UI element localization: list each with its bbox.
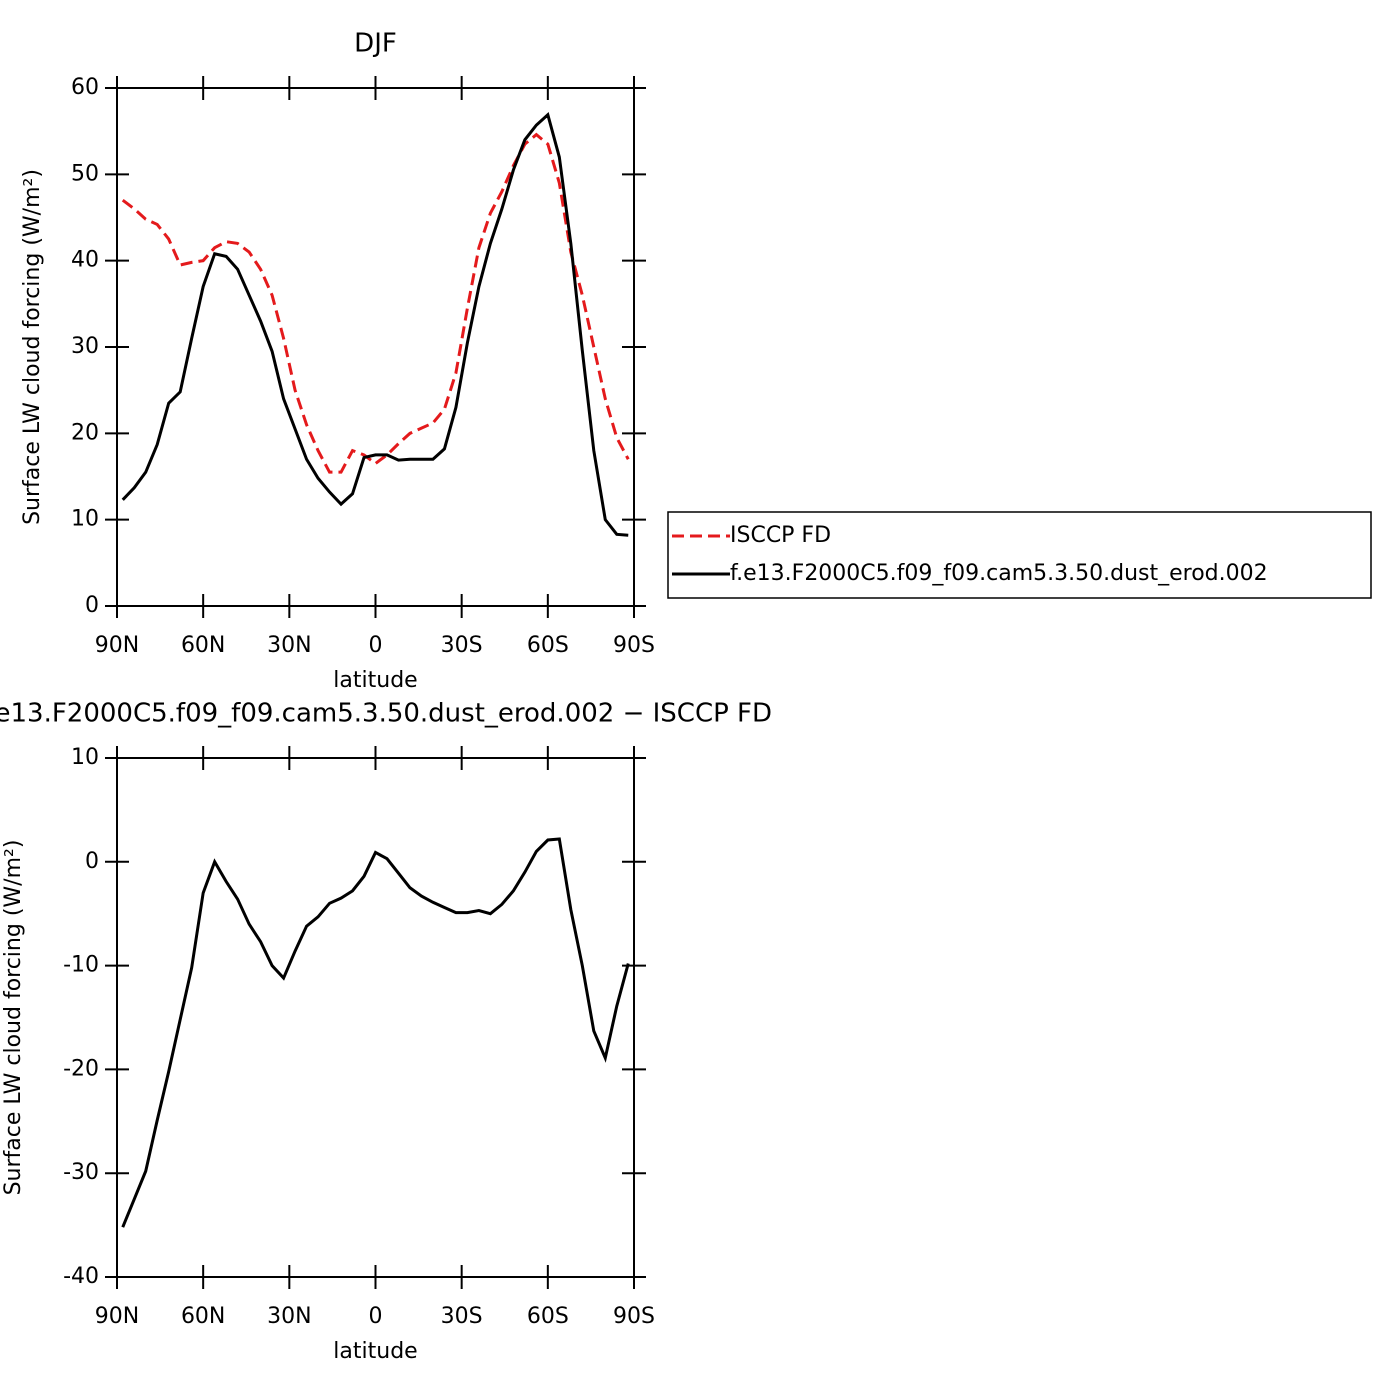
y-tick-label: -30 [63, 1160, 99, 1185]
x-tick-label: 30S [441, 1304, 483, 1329]
x-tick-label: 90S [613, 633, 655, 658]
x-tick-label: 30S [441, 633, 483, 658]
y-axis-label: Surface LW cloud forcing (W/m²) [1, 840, 26, 1196]
data-line [121, 132, 630, 474]
x-tick-label: 30N [267, 633, 311, 658]
y-tick-label: 50 [71, 161, 99, 186]
x-tick-label: 0 [369, 633, 383, 658]
y-tick-label: 60 [71, 75, 99, 100]
x-tick-label: 60N [181, 1304, 225, 1329]
y-tick-label: 40 [71, 248, 99, 273]
y-tick-label: 10 [71, 507, 99, 532]
x-axis-label: latitude [333, 668, 417, 693]
legend-box [667, 511, 1372, 599]
data-line [121, 112, 629, 537]
legend-label: f.e13.F2000C5.f09_f09.cam5.3.50.dust_ero… [730, 561, 1268, 586]
y-tick-label: 30 [71, 334, 99, 359]
x-axis-label: latitude [333, 1339, 417, 1364]
x-tick-label: 90N [95, 633, 139, 658]
legend-label: ISCCP FD [730, 523, 831, 548]
x-tick-label: 60S [527, 1304, 569, 1329]
x-tick-label: 30N [267, 1304, 311, 1329]
x-tick-label: 60N [181, 633, 225, 658]
y-tick-label: 0 [85, 849, 99, 874]
y-tick-label: -40 [63, 1264, 99, 1289]
data-line [121, 837, 630, 1228]
x-tick-label: 90S [613, 1304, 655, 1329]
y-tick-label: -20 [63, 1056, 99, 1081]
x-tick-label: 60S [527, 633, 569, 658]
x-tick-label: 0 [369, 1304, 383, 1329]
chart-title: DJF [354, 29, 397, 59]
y-tick-label: 20 [71, 420, 99, 445]
y-axis-label: Surface LW cloud forcing (W/m²) [20, 169, 45, 525]
plot-frame [116, 757, 635, 1278]
y-tick-label: 0 [85, 593, 99, 618]
y-tick-label: 10 [71, 745, 99, 770]
chart-title: f.e13.F2000C5.f09_f09.cam5.3.50.dust_ero… [0, 699, 772, 729]
y-tick-label: -10 [63, 953, 99, 978]
x-tick-label: 90N [95, 1304, 139, 1329]
plot-frame [116, 87, 635, 607]
